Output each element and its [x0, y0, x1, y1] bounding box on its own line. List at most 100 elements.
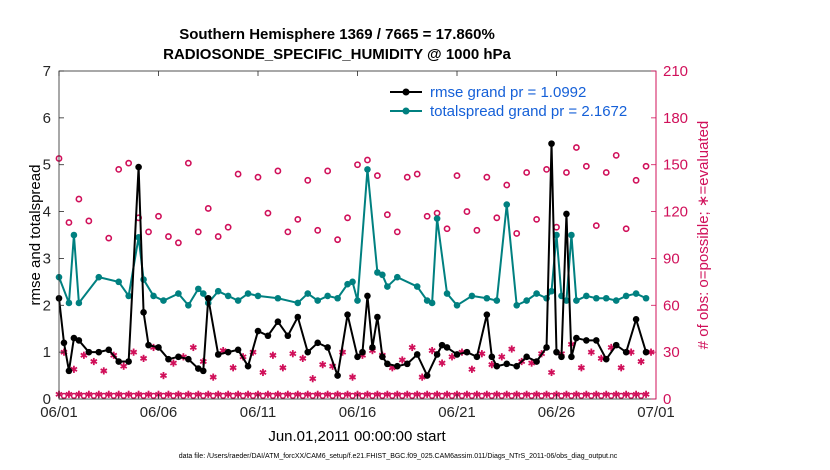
obs-possible-point: [204, 205, 212, 212]
obs-evaluated-baseline-point: [443, 390, 451, 398]
totalspread-point: [314, 297, 322, 304]
obs-evaluated-point: [319, 361, 327, 369]
rmse-point: [632, 316, 640, 323]
rmse-point: [175, 353, 182, 361]
obs-possible-point: [523, 169, 531, 176]
obs-evaluated-point: [299, 354, 307, 362]
rmse-point: [185, 355, 192, 363]
rmse-point: [155, 344, 162, 351]
footnote: data file: /Users/raeder/DAI/ATM_forcXX/…: [179, 453, 618, 460]
chart-marks: [55, 140, 655, 400]
x-tick-label: 06/06: [140, 404, 178, 421]
totalspread-point: [379, 271, 386, 279]
totalspread-point: [254, 292, 262, 300]
obs-evaluated-baseline-point: [622, 390, 630, 398]
obs-evaluated-point: [159, 371, 168, 380]
chart-title-line2: RADIOSONDE_SPECIFIC_HUMIDITY @ 1000 hPa: [163, 46, 511, 63]
obs-evaluated-point: [398, 356, 406, 364]
y-right-tick-label: 210: [663, 63, 688, 80]
totalspread-point: [364, 166, 371, 173]
obs-evaluated-baseline-point: [304, 390, 312, 398]
obs-possible-point: [592, 222, 600, 230]
obs-evaluated-point: [438, 359, 446, 367]
y-left-tick-label: 4: [43, 204, 51, 221]
obs-evaluated-point: [289, 350, 297, 358]
chart-axes: 06/01 06/06 06/11 06/16 06/21 06/26 07/0101234…: [40, 63, 688, 421]
rmse-point: [453, 351, 461, 358]
totalspread-point: [548, 287, 555, 295]
totalspread-point: [433, 215, 441, 222]
obs-evaluated-baseline-point: [284, 390, 292, 398]
rmse-point: [344, 311, 351, 318]
obs-possible-point: [403, 173, 411, 181]
obs-evaluated-point: [547, 368, 556, 377]
obs-evaluated-point: [587, 348, 595, 356]
obs-possible-point: [493, 214, 501, 222]
x-tick-label: 06/26: [538, 404, 576, 421]
rmse-point: [573, 334, 580, 342]
totalspread-point: [553, 231, 560, 239]
rmse-point: [324, 344, 331, 351]
obs-possible-point: [264, 209, 272, 217]
totalspread-point: [334, 294, 341, 302]
obs-evaluated-baseline-point: [324, 390, 332, 398]
rmse-point: [523, 353, 530, 361]
obs-evaluated-baseline-point: [523, 390, 531, 398]
x-tick-label: 06/16: [339, 404, 377, 421]
legend-rmse-marker: [402, 88, 410, 96]
totalspread-point: [150, 292, 157, 300]
y-right-tick-label: 180: [663, 110, 688, 127]
totalspread-point: [453, 301, 461, 309]
y-right-tick-label: 150: [663, 157, 688, 174]
obs-evaluated-baseline-point: [483, 390, 491, 398]
obs-evaluated-point: [100, 367, 108, 375]
rmse-point: [379, 353, 386, 361]
rmse-point: [364, 292, 371, 300]
rmse-point: [234, 346, 242, 354]
totalspread-point: [160, 297, 167, 304]
totalspread-point: [195, 285, 202, 293]
obs-possible-point: [324, 167, 332, 175]
obs-evaluated-point: [478, 350, 486, 358]
y-right-tick-label: 0: [663, 391, 671, 408]
rmse-point: [244, 362, 252, 370]
obs-evaluated-point: [259, 368, 267, 377]
obs-possible-point: [274, 167, 282, 175]
totalspread-point: [294, 299, 302, 307]
rmse-point: [483, 311, 491, 318]
obs-possible-point: [105, 234, 113, 242]
rmse-point: [199, 367, 207, 375]
obs-evaluated-point: [209, 373, 217, 381]
rmse-point: [60, 339, 68, 347]
obs-evaluated-point: [498, 353, 506, 361]
y-right-tick-label: 30: [663, 344, 680, 361]
obs-possible-point: [354, 161, 361, 169]
obs-possible-point: [314, 226, 322, 234]
obs-possible-point: [234, 170, 242, 178]
totalspread-point: [354, 297, 361, 304]
totalspread-point: [70, 231, 78, 239]
totalspread-point: [65, 299, 73, 307]
y-left-tick-label: 5: [43, 157, 51, 174]
obs-possible-point: [642, 162, 650, 170]
obs-evaluated-point: [637, 357, 645, 366]
rmse-point: [563, 210, 570, 218]
totalspread-point: [622, 292, 630, 300]
obs-possible-point: [582, 162, 590, 170]
y-left-tick-label: 1: [43, 344, 51, 361]
totalspread-point: [185, 301, 192, 309]
totalspread-point: [244, 290, 252, 297]
obs-possible-point: [413, 170, 421, 178]
obs-evaluated-point: [140, 354, 148, 362]
obs-possible-point: [224, 223, 232, 231]
obs-evaluated-baseline-point: [463, 390, 471, 398]
y-axis-label-left: rmse and totalspread: [27, 165, 44, 306]
obs-possible-point: [155, 212, 162, 220]
totalspread-point: [493, 297, 501, 304]
rmse-point: [359, 348, 366, 356]
totalspread-point: [394, 273, 401, 281]
obs-evaluated-point: [309, 375, 317, 383]
y-right-tick-label: 60: [663, 297, 680, 314]
obs-possible-point: [184, 159, 192, 167]
rmse-point: [369, 344, 376, 351]
